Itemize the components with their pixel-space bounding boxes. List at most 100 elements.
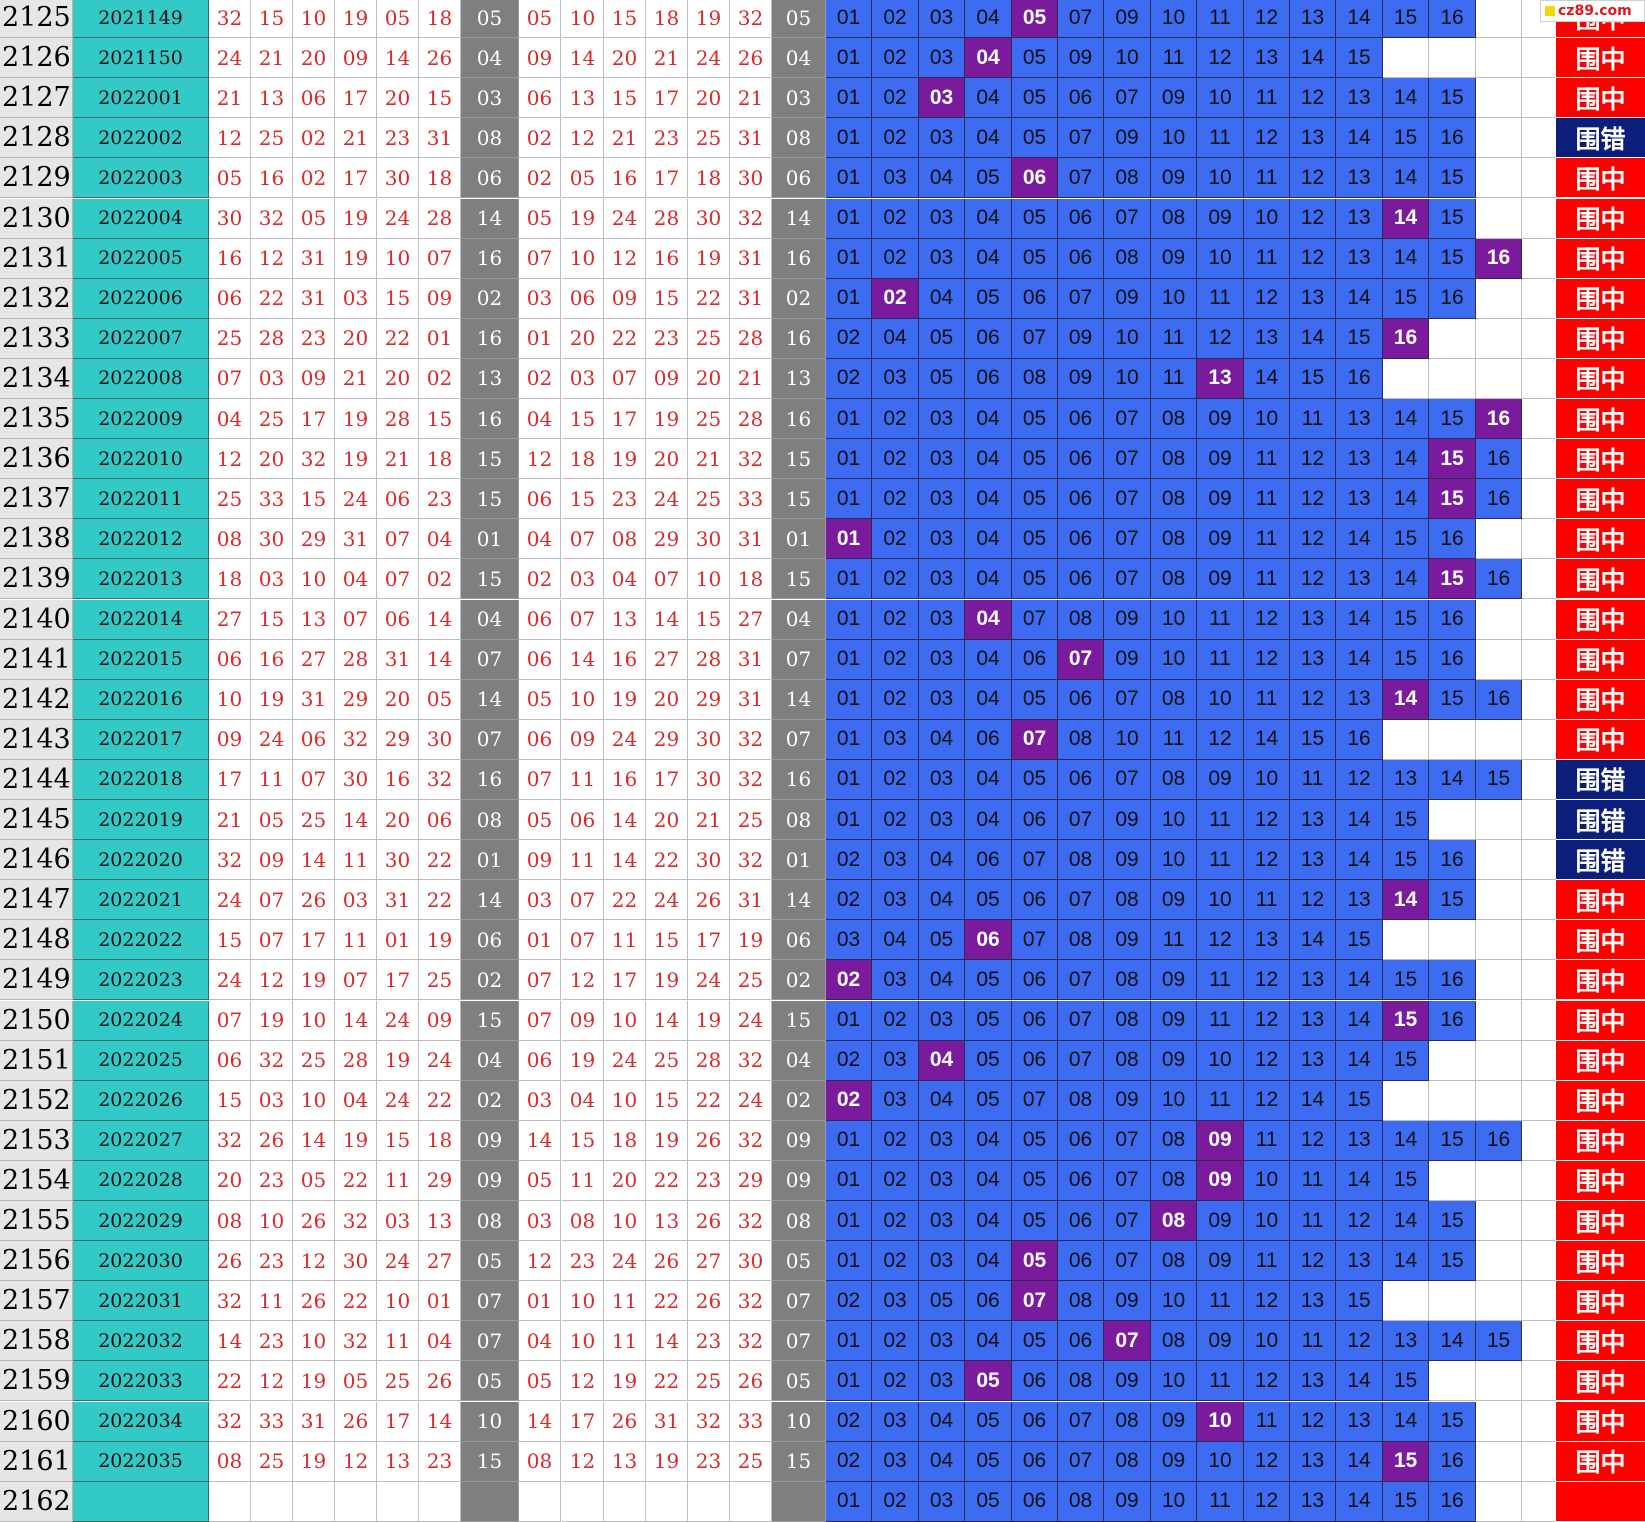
draw-number: 18 <box>419 158 461 199</box>
sorted-number: 05 <box>562 158 604 199</box>
sorted-number: 31 <box>730 238 772 279</box>
row-number: 2154 <box>0 1160 73 1201</box>
sorted-number: 07 <box>519 960 561 1001</box>
sorted-number: 26 <box>646 1241 688 1282</box>
table-row: 2148 2022022 15 07 17 11 01 19 06 01 07 11 15 17 19 06 0… <box>0 920 1645 961</box>
candidate-cell: 04 <box>965 559 1012 600</box>
row-number: 2147 <box>0 880 73 921</box>
candidate-cell: 08 <box>1151 1241 1197 1282</box>
candidate-cell: 06 <box>965 318 1012 359</box>
issue-number: 2022033 <box>73 1361 209 1402</box>
draw-number: 28 <box>419 198 461 239</box>
draw-number: 19 <box>335 0 377 38</box>
special-number: 10 <box>461 1401 519 1442</box>
candidate-cell: 02 <box>872 0 919 38</box>
issue-number: 2022028 <box>73 1160 209 1201</box>
candidate-cell: 02 <box>872 198 919 239</box>
sorted-number: 15 <box>646 920 688 961</box>
empty-cell <box>1383 1281 1429 1322</box>
sorted-number: 07 <box>646 559 688 600</box>
sorted-number: 10 <box>562 1281 604 1322</box>
candidate-cell: 08 <box>1151 479 1197 520</box>
hit-cell: 07 <box>1104 1321 1151 1362</box>
hit-cell: 02 <box>826 1080 872 1121</box>
sorted-number: 01 <box>519 318 561 359</box>
sorted-number: 25 <box>688 399 730 439</box>
candidate-cell: 15 <box>1429 198 1476 239</box>
candidate-cell: 06 <box>1058 1160 1104 1201</box>
candidate-cell: 12 <box>1244 1080 1290 1121</box>
hit-cell: 04 <box>919 1040 965 1081</box>
sorted-number: 30 <box>688 719 730 760</box>
empty-cell <box>1476 278 1522 319</box>
draw-number: 32 <box>335 719 377 760</box>
special-number: 07 <box>461 1281 519 1322</box>
special-number-repeat: 09 <box>772 1160 826 1201</box>
draw-number: 23 <box>377 118 419 159</box>
sorted-number: 21 <box>730 78 772 119</box>
draw-number: 17 <box>209 759 251 800</box>
candidate-cell: 07 <box>1058 960 1104 1001</box>
candidate-cell: 03 <box>919 519 965 560</box>
sorted-number: 29 <box>646 519 688 560</box>
sorted-number: 20 <box>646 800 688 840</box>
draw-number: 20 <box>377 358 419 399</box>
sorted-number: 11 <box>604 920 646 961</box>
draw-number: 12 <box>335 1441 377 1482</box>
draw-number: 28 <box>377 399 419 439</box>
hit-cell: 06 <box>1012 158 1058 199</box>
draw-number: 25 <box>419 960 461 1001</box>
candidate-cell: 16 <box>1429 0 1476 38</box>
candidate-cell: 04 <box>919 1441 965 1482</box>
candidate-cell: 13 <box>1244 318 1290 359</box>
result-badge: 围中 <box>1556 1441 1645 1482</box>
table-row: 2155 2022029 08 10 26 32 03 13 08 03 08 10 13 26 32 08 0… <box>0 1201 1645 1241</box>
candidate-cell: 05 <box>965 1080 1012 1121</box>
candidate-cell: 02 <box>872 1120 919 1161</box>
sorted-number: 06 <box>519 1040 561 1081</box>
result-badge: 围中 <box>1556 278 1645 319</box>
sorted-number: 19 <box>604 1361 646 1402</box>
draw-number: 31 <box>419 118 461 159</box>
draw-number: 32 <box>293 439 335 480</box>
candidate-cell: 10 <box>1104 318 1151 359</box>
sorted-number: 14 <box>519 1120 561 1161</box>
draw-number: 03 <box>335 278 377 319</box>
draw-number: 21 <box>377 439 419 480</box>
candidate-cell: 08 <box>1151 1321 1197 1362</box>
draw-number: 30 <box>209 198 251 239</box>
special-number-repeat: 05 <box>772 1361 826 1402</box>
candidate-cell: 15 <box>1290 358 1336 399</box>
candidate-cell: 09 <box>1197 759 1244 800</box>
candidate-cell: 08 <box>1104 880 1151 921</box>
hit-cell: 07 <box>1058 639 1104 680</box>
candidate-cell: 15 <box>1383 639 1429 680</box>
special-number-repeat: 16 <box>772 399 826 439</box>
candidate-cell: 16 <box>1429 960 1476 1001</box>
candidate-cell: 16 <box>1429 599 1476 640</box>
candidate-cell: 03 <box>826 920 872 961</box>
draw-number: 27 <box>209 599 251 640</box>
row-number: 2127 <box>0 78 73 119</box>
candidate-cell: 05 <box>965 960 1012 1001</box>
candidate-cell: 14 <box>1336 1160 1383 1201</box>
sorted-number: 32 <box>730 1120 772 1161</box>
row-number: 2142 <box>0 679 73 720</box>
candidate-cell: 11 <box>1197 800 1244 840</box>
sorted-number <box>730 1481 772 1522</box>
draw-number: 16 <box>251 158 293 199</box>
sorted-number: 30 <box>688 759 730 800</box>
candidate-cell: 01 <box>826 399 872 439</box>
result-badge: 围中 <box>1556 1361 1645 1402</box>
candidate-cell: 12 <box>1290 559 1336 600</box>
candidate-cell: 05 <box>1012 519 1058 560</box>
candidate-cell: 14 <box>1336 1481 1383 1522</box>
candidate-cell: 06 <box>1058 439 1104 480</box>
candidate-cell: 08 <box>1012 358 1058 399</box>
hit-cell: 07 <box>1012 1281 1058 1322</box>
draw-number: 23 <box>251 1160 293 1201</box>
candidate-cell: 06 <box>1058 238 1104 279</box>
table-row: 2143 2022017 09 24 06 32 29 30 07 06 09 24 29 30 32 07 0… <box>0 719 1645 760</box>
candidate-cell: 10 <box>1151 1361 1197 1402</box>
sorted-number: 09 <box>562 719 604 760</box>
